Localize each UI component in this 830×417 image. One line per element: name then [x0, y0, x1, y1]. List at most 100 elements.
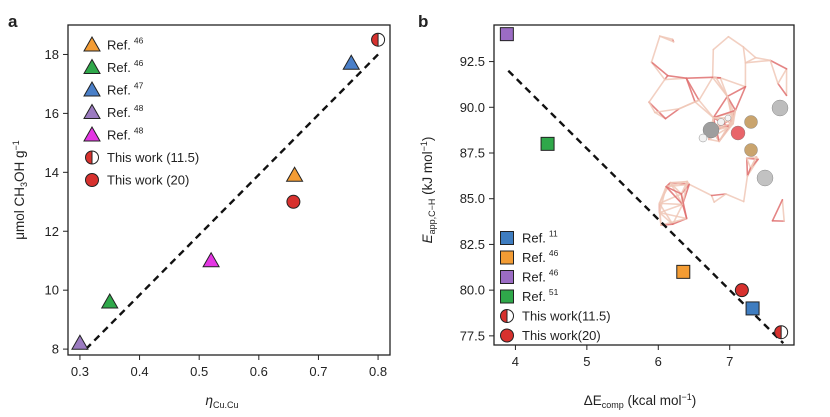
b-legend-label: Ref. 11 [522, 229, 558, 246]
panel-b-xlabel-unit-sup: −1 [682, 392, 692, 402]
a-xtick-label: 0.3 [71, 364, 89, 379]
b-legend-marker [500, 309, 514, 323]
b-legend-label: Ref. 51 [522, 287, 559, 304]
a-legend-label: Ref. 46 [107, 58, 144, 75]
b-legend-label: This work(11.5) [522, 309, 611, 324]
a-xtick-label: 0.8 [369, 364, 387, 379]
zeolite-structure-inset [648, 35, 789, 226]
panel-a-ylabel: μmol CH3OH g−1 [11, 140, 29, 240]
b-xtick-label: 7 [726, 354, 733, 369]
a-xtick-label: 0.7 [309, 364, 327, 379]
a-ytick-label: 10 [45, 283, 59, 298]
b-ytick-label: 77.5 [460, 328, 485, 343]
panel-b-fit-layer [507, 69, 785, 345]
b-legend-marker [500, 270, 514, 284]
panel-a-fit-layer [85, 53, 379, 350]
a-ytick-label: 12 [45, 224, 59, 239]
b-data-point [734, 283, 749, 298]
panel-b-ylabel-close: ) [420, 137, 435, 142]
a-data-point [202, 251, 220, 268]
panel-b-frame [493, 24, 795, 346]
a-legend-label: Ref. 46 [107, 36, 144, 53]
a-legend-marker [83, 35, 101, 52]
panel-b-ylabel-e: E [420, 233, 435, 243]
panel-a-ticks: 0.3 0.4 0.5 0.6 0.7 0.8 8 10 12 14 16 18 [45, 47, 388, 379]
b-ytick-label: 80.0 [460, 283, 485, 298]
panel-b-xlabel: ΔEcomp (kcal mol−1) [584, 392, 697, 410]
b-xtick-label: 5 [583, 354, 590, 369]
b-data-point [745, 301, 760, 316]
a-data-point [342, 54, 361, 70]
panel-b-ylabel-sub: app,C−H [427, 199, 437, 235]
a-ytick-label: 14 [45, 165, 59, 180]
a-data-point [285, 166, 304, 182]
panel-b-legend: Ref. 11 Ref. 46 Ref. 46 Ref. 51 This work(11.5) T… [500, 229, 611, 343]
a-data-point [71, 334, 89, 350]
b-data-point [676, 264, 691, 279]
a-legend-marker [83, 103, 101, 119]
a-xtick-label: 0.5 [190, 364, 208, 379]
panel-a-ylabel-p3: −1 [11, 140, 21, 150]
panel-a-points [71, 32, 386, 350]
b-legend-label: This work(20) [522, 328, 601, 343]
panel-a-ylabel-p1: 3 [19, 182, 29, 187]
b-legend-marker [500, 328, 514, 343]
b-data-point [540, 136, 555, 151]
b-legend-label: Ref. 46 [522, 248, 559, 265]
panel-a-ylabel-p0: μmol CH [12, 187, 27, 240]
a-legend-marker [83, 80, 101, 97]
panel-b-xlabel-delta: ΔE [584, 393, 602, 408]
a-data-point [286, 194, 301, 209]
b-ytick-label: 85.0 [460, 191, 485, 206]
panel-b-xlabel-close: ) [692, 393, 697, 408]
a-legend-label: Ref. 47 [107, 81, 144, 98]
panel-a-xlabel: ηCu.Cu [205, 393, 238, 410]
a-fit-line [85, 53, 379, 350]
b-legend-label: Ref. 46 [522, 268, 559, 285]
b-legend-marker [500, 289, 514, 304]
b-ytick-label: 87.5 [460, 146, 485, 161]
a-legend-label: This work (20) [107, 173, 189, 188]
panel-a-ylabel-p2: OH g [12, 150, 27, 182]
a-data-point [371, 32, 386, 47]
a-xtick-label: 0.6 [250, 364, 268, 379]
panel-a-xlabel-sub: Cu.Cu [213, 400, 239, 410]
a-legend-label: Ref. 48 [107, 126, 144, 143]
b-ytick-label: 82.5 [460, 237, 485, 252]
b-data-point [499, 27, 514, 42]
a-legend-marker [85, 150, 99, 165]
panel-b-ylabel-unit-sup: −1 [419, 141, 429, 151]
panel-a-frame [67, 24, 391, 356]
panel-b-letter: b [418, 12, 428, 31]
b-fit-line [507, 69, 785, 345]
panel-a-letter: a [8, 12, 18, 31]
panel-b-ticks: 4 5 6 7 77.5 80.0 82.5 85.0 87.5 90.0 92.5 [460, 54, 734, 369]
panel-b-points [499, 27, 789, 340]
a-legend-marker [83, 58, 101, 74]
b-ytick-label: 92.5 [460, 54, 485, 69]
a-legend-label: Ref. 48 [107, 103, 144, 120]
a-ytick-label: 16 [45, 106, 59, 121]
b-xtick-label: 6 [655, 354, 662, 369]
panel-b-chart: 4 5 6 7 77.5 80.0 82.5 85.0 87.5 90.0 92.5 ΔEcomp … [419, 24, 795, 410]
panel-a-chart: 0.3 0.4 0.5 0.6 0.7 0.8 8 10 12 14 16 18 ηCu.Cu μmo… [11, 24, 391, 410]
panel-b-ylabel-unit: (kJ mol [420, 151, 435, 198]
panel-b-xlabel-sub: comp [602, 400, 624, 410]
panel-a-legend: Ref. 46 Ref. 46 Ref. 47 Ref. 48 Ref. 48 This work … [83, 35, 199, 188]
a-ytick-label: 8 [52, 342, 59, 357]
panel-a-xlabel-eta: η [205, 393, 213, 408]
b-data-point [774, 325, 789, 340]
a-legend-marker [85, 173, 99, 187]
b-legend-marker [500, 231, 514, 245]
b-xtick-label: 4 [512, 354, 519, 369]
a-legend-marker [83, 125, 101, 142]
a-legend-label: This work (11.5) [107, 150, 199, 165]
panel-b-xlabel-unit: (kcal mol [624, 393, 682, 408]
a-data-point [100, 292, 119, 309]
a-ytick-label: 18 [45, 47, 59, 62]
panel-b-ylabel: Eapp,C−H (kJ mol−1) [419, 137, 437, 244]
b-ytick-label: 90.0 [460, 100, 485, 115]
b-legend-marker [500, 250, 514, 265]
a-xtick-label: 0.4 [131, 364, 149, 379]
